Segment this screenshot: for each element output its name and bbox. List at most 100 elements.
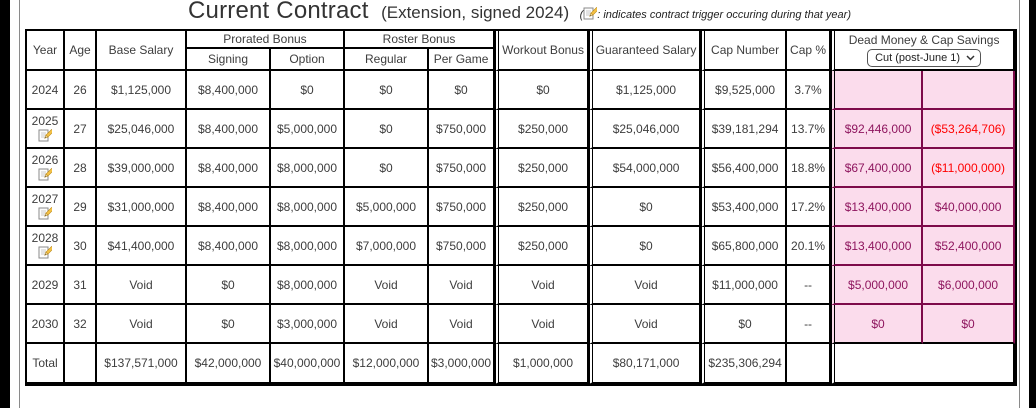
- cell-per-game: $750,000: [429, 227, 496, 266]
- contract-year-row: 2026 28 $39,000,000 $8,400,000 $8,000,000 $0 $…: [27, 149, 1016, 188]
- cell-cap-number: $9,525,000: [701, 71, 788, 110]
- year-label: 2025: [31, 114, 59, 128]
- cell-cap-number: $53,400,000: [701, 188, 788, 227]
- year-cell: 2029: [27, 266, 65, 305]
- cell-signing: $0: [187, 266, 271, 305]
- col-header-option: Option: [271, 49, 345, 71]
- cell-regular: $0: [345, 149, 429, 188]
- cell-option: $0: [271, 71, 345, 110]
- cell-per-game: Void: [429, 266, 496, 305]
- cell-age: 31: [65, 266, 97, 305]
- cell-guaranteed: $25,046,000: [589, 110, 702, 149]
- cell-cap-number: $56,400,000: [701, 149, 788, 188]
- cell-option: $8,000,000: [271, 266, 345, 305]
- cell-base: $1,125,000: [97, 71, 187, 110]
- cell-regular: Void: [345, 305, 429, 344]
- cell-dead-money: $13,400,000: [831, 227, 924, 266]
- cell-age: 26: [65, 71, 97, 110]
- col-header-roster-bonus: Roster Bonus: [345, 31, 496, 49]
- col-header-per-game: Per Game: [429, 49, 496, 71]
- cell-cap-savings: $6,000,000: [923, 266, 1016, 305]
- cell-guaranteed: $0: [589, 188, 702, 227]
- total-option: $40,000,000: [271, 344, 345, 384]
- cell-option: $8,000,000: [271, 149, 345, 188]
- cell-option: $8,000,000: [271, 188, 345, 227]
- cell-base: Void: [97, 266, 187, 305]
- contract-year-row: 2028 30 $41,400,000 $8,400,000 $8,000,000 $7,…: [27, 227, 1016, 266]
- cell-age: 29: [65, 188, 97, 227]
- cell-base: $31,000,000: [97, 188, 187, 227]
- cell-cap-number: $0: [701, 305, 788, 344]
- cell-workout: Void: [495, 305, 590, 344]
- cell-per-game: $750,000: [429, 110, 496, 149]
- total-regular: $12,000,000: [345, 344, 429, 384]
- cell-signing: $0: [187, 305, 271, 344]
- cell-guaranteed: Void: [589, 305, 702, 344]
- cell-guaranteed: $54,000,000: [589, 149, 702, 188]
- total-cap-pct: [787, 344, 832, 384]
- cell-age: 27: [65, 110, 97, 149]
- dead-money-mode-select[interactable]: Cut (post-June 1): [867, 49, 982, 67]
- memo-pencil-icon: [583, 6, 600, 21]
- cell-cap-savings: $0: [923, 305, 1016, 344]
- cell-regular: Void: [345, 266, 429, 305]
- trigger-legend: (: indicates contract trigger occuring d…: [579, 6, 851, 21]
- year-cell: 2027: [27, 188, 65, 227]
- cell-regular: $5,000,000: [345, 188, 429, 227]
- col-header-guaranteed-salary: Guaranteed Salary: [589, 31, 702, 71]
- total-workout-bonus: $1,000,000: [495, 344, 590, 384]
- cell-cap-savings: [923, 71, 1016, 110]
- cell-base: $25,046,000: [97, 110, 187, 149]
- cell-cap-pct: 18.8%: [787, 149, 832, 188]
- cell-signing: $8,400,000: [187, 188, 271, 227]
- cell-workout: $250,000: [495, 227, 590, 266]
- cell-workout: $250,000: [495, 149, 590, 188]
- cell-regular: $0: [345, 110, 429, 149]
- dead-money-group-label: Dead Money & Cap Savings: [848, 33, 1000, 47]
- contract-year-row: 2024 26 $1,125,000 $8,400,000 $0 $0 $0 $0 $1,125…: [27, 71, 1016, 110]
- header-sub-row: Signing Option Regular Per Game: [27, 49, 1015, 71]
- year-cell: 2028: [27, 227, 65, 266]
- total-dead-money-spacer: [831, 344, 1016, 384]
- cell-per-game: $750,000: [429, 149, 496, 188]
- cell-option: $5,000,000: [271, 110, 345, 149]
- cell-guaranteed: Void: [589, 266, 702, 305]
- right-page-border: [1019, 0, 1020, 408]
- cell-dead-money: $0: [831, 305, 924, 344]
- cell-dead-money: [831, 71, 924, 110]
- cell-age: 28: [65, 149, 97, 188]
- cell-cap-number: $39,181,294: [701, 110, 788, 149]
- col-header-year: Year: [27, 31, 65, 71]
- col-header-age: Age: [65, 31, 97, 71]
- left-page-border: [19, 0, 20, 408]
- year-label: 2026: [31, 153, 59, 167]
- year-label: 2030: [31, 316, 59, 331]
- total-guaranteed-salary: $80,171,000: [589, 344, 702, 384]
- cell-guaranteed: $1,125,000: [589, 71, 702, 110]
- total-cap-number: $235,306,294: [701, 344, 788, 384]
- cell-cap-number: $11,000,000: [701, 266, 788, 305]
- cell-workout: Void: [495, 266, 590, 305]
- cell-dead-money: $92,446,000: [831, 110, 924, 149]
- total-row: Total $137,571,000 $42,000,000 $40,000,0…: [27, 344, 1016, 384]
- year-label: 2024: [31, 82, 59, 97]
- cell-per-game: $750,000: [429, 188, 496, 227]
- cell-guaranteed: $0: [589, 227, 702, 266]
- cell-regular: $7,000,000: [345, 227, 429, 266]
- col-header-cap-number: Cap Number: [701, 31, 788, 71]
- cell-cap-savings: $52,400,000: [923, 227, 1016, 266]
- cell-age: 32: [65, 305, 97, 344]
- cell-cap-savings: ($11,000,000): [923, 149, 1016, 188]
- cell-cap-pct: 17.2%: [787, 188, 832, 227]
- year-cell: 2030: [27, 305, 65, 344]
- contract-year-row: 2025 27 $25,046,000 $8,400,000 $5,000,000 $0 $…: [27, 110, 1016, 149]
- cell-signing: $8,400,000: [187, 149, 271, 188]
- cell-base: Void: [97, 305, 187, 344]
- dead-money-mode-select-wrap: Cut (post-June 1): [867, 49, 982, 67]
- col-header-signing: Signing: [187, 49, 271, 71]
- total-per-game: $3,000,000: [429, 344, 496, 384]
- cell-signing: $8,400,000: [187, 71, 271, 110]
- contract-trigger-icon: [38, 167, 55, 182]
- cell-workout: $0: [495, 71, 590, 110]
- year-label: 2029: [31, 277, 59, 292]
